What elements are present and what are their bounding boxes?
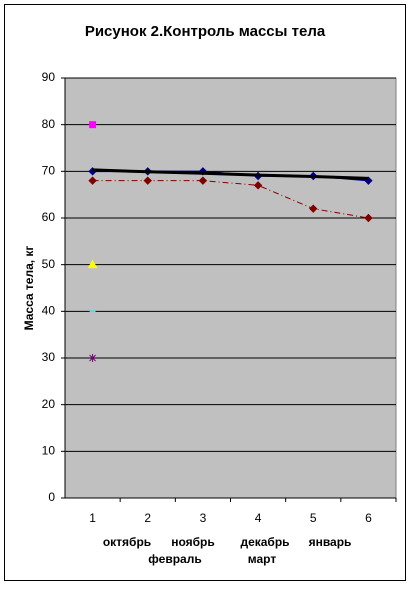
y-tick-label: 60	[42, 210, 56, 224]
marker	[253, 181, 263, 190]
series-line	[92, 180, 369, 219]
y-tick-label: 70	[42, 164, 56, 178]
y-tick-label: 40	[42, 304, 56, 318]
y-tick-label: 50	[42, 257, 56, 271]
chart-title: Рисунок 2.Контроль массы тела	[85, 23, 326, 40]
marker	[89, 121, 97, 129]
marker	[87, 259, 98, 269]
month-label: октябрь	[103, 535, 151, 549]
month-label: февраль	[148, 552, 201, 566]
marker	[364, 213, 373, 223]
y-tick-label: 30	[42, 350, 56, 364]
month-label: ноябрь	[171, 535, 215, 549]
y-axis-label: Масса тела, кг	[22, 246, 36, 331]
x-tick-label: 6	[365, 511, 372, 525]
y-tick-label: 20	[42, 397, 56, 411]
month-label: январь	[309, 535, 352, 549]
marker	[143, 176, 152, 185]
x-tick-label: 1	[89, 511, 96, 525]
y-tick-label: 0	[48, 490, 55, 504]
x-tick-label: 2	[144, 511, 151, 525]
x-tick-label: 4	[255, 511, 262, 525]
y-tick-label: 80	[42, 117, 56, 131]
plot-area	[64, 77, 397, 499]
y-tick-label: 10	[42, 444, 56, 458]
marker	[89, 354, 96, 362]
month-label: март	[248, 552, 277, 566]
marker	[309, 204, 318, 213]
x-tick-label: 5	[310, 511, 317, 525]
y-tick-label: 90	[42, 70, 56, 84]
marker	[88, 176, 97, 185]
series-line	[92, 168, 369, 180]
x-tick-label: 3	[200, 511, 207, 525]
marker	[198, 176, 208, 185]
month-label: декабрь	[240, 535, 289, 549]
